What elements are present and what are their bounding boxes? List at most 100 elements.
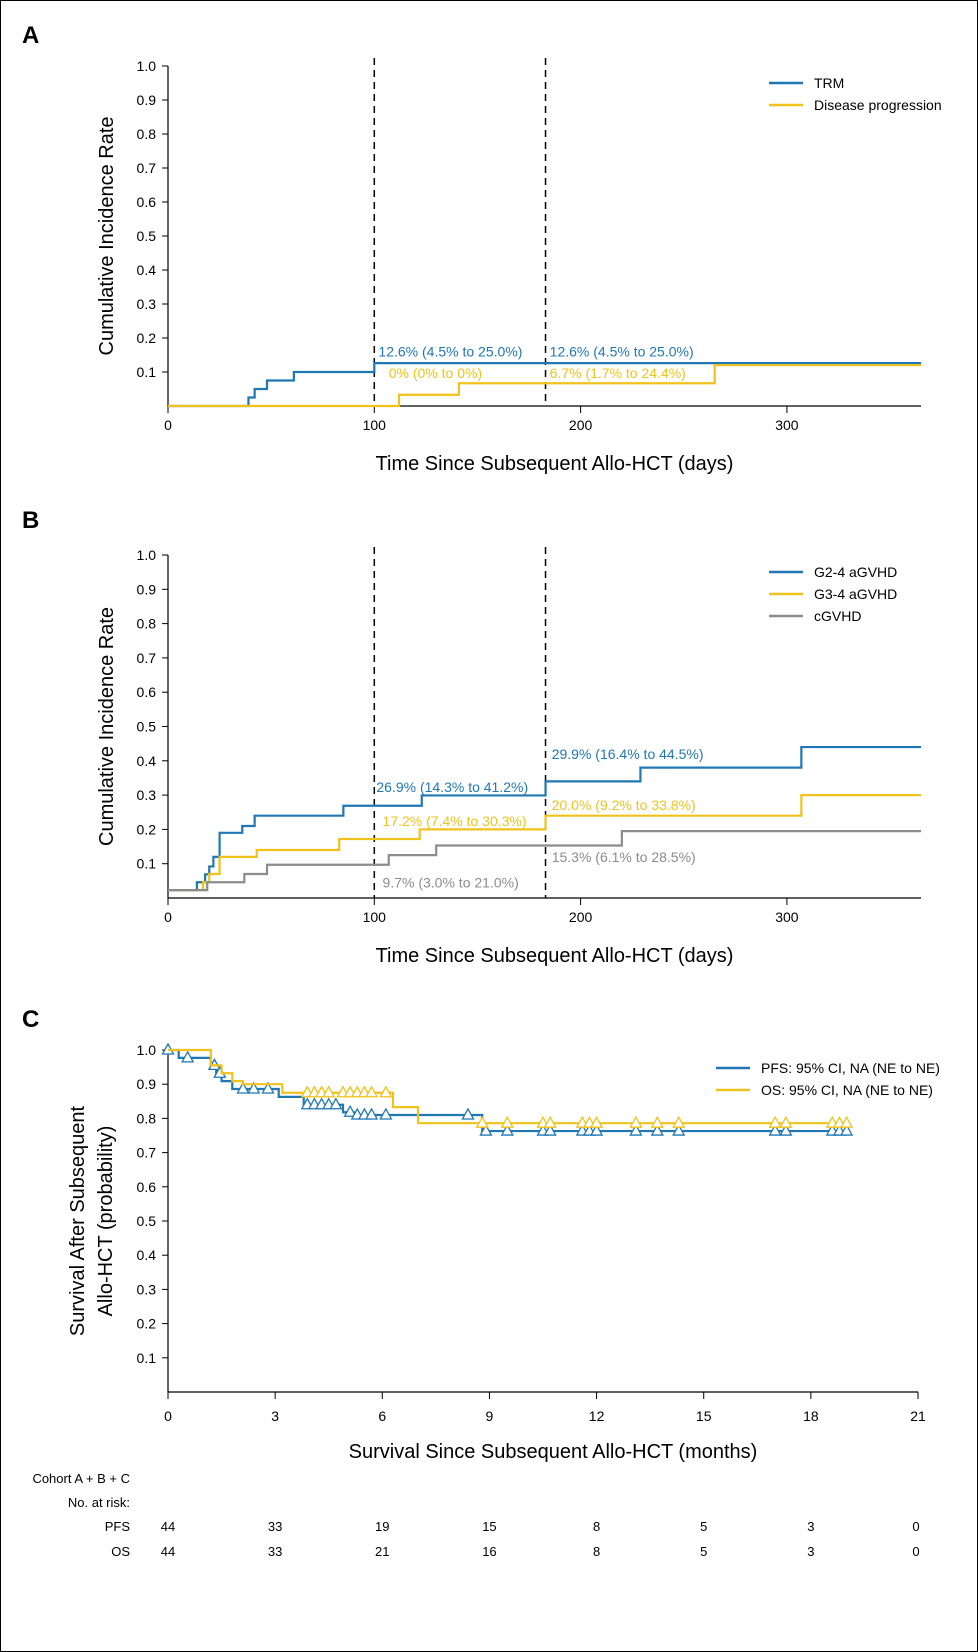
censor-marker bbox=[236, 1081, 250, 1094]
x-axis-title: Time Since Subsequent Allo-HCT (days) bbox=[376, 453, 734, 475]
panel-letter: C bbox=[22, 1006, 39, 1033]
x-tick-label: 300 bbox=[775, 417, 799, 433]
x-tick-label: 300 bbox=[775, 909, 799, 925]
censor-marker bbox=[589, 1123, 604, 1136]
series-line-3 bbox=[168, 830, 921, 892]
censor-marker bbox=[543, 1115, 557, 1128]
censor-marker bbox=[629, 1123, 643, 1136]
risk-value: 33 bbox=[268, 1519, 282, 1534]
data-annotation: 17.2% (7.4% to 30.3%) bbox=[383, 813, 527, 829]
censor-marker bbox=[461, 1107, 475, 1120]
y-tick-label: 0.8 bbox=[137, 616, 157, 632]
y-tick-label: 0.1 bbox=[137, 1350, 157, 1366]
y-tick-label: 0.4 bbox=[137, 1247, 157, 1263]
censor-marker bbox=[322, 1085, 336, 1098]
censor-marker bbox=[768, 1123, 782, 1136]
risk-value: 0 bbox=[912, 1544, 919, 1559]
legend-label: Disease progression bbox=[814, 97, 942, 113]
x-axis-title: Time Since Subsequent Allo-HCT (days) bbox=[376, 945, 734, 967]
y-axis-title: Cumulative Incidence Rate bbox=[96, 607, 118, 846]
x-tick-label: 100 bbox=[363, 417, 387, 433]
risk-value: 21 bbox=[375, 1544, 389, 1559]
data-annotation: 0% (0% to 0%) bbox=[389, 365, 482, 381]
censor-marker bbox=[379, 1085, 393, 1098]
censor-marker bbox=[364, 1107, 379, 1120]
series-line-2 bbox=[168, 794, 921, 892]
censor-marker bbox=[839, 1115, 854, 1128]
censor-marker bbox=[500, 1115, 514, 1128]
y-tick-label: 0.4 bbox=[137, 753, 157, 769]
series-line-2 bbox=[168, 364, 921, 408]
panel-c: C 0.1 0.2 0.3 0.4 0.5 0.6 0.7 0.8 0.9 1.0 0 3 6 9 12 15 1… bbox=[22, 1006, 940, 1559]
y-tick-label: 0.5 bbox=[137, 1213, 157, 1229]
x-tick-label: 3 bbox=[271, 1408, 279, 1424]
x-tick-label: 200 bbox=[569, 417, 593, 433]
y-tick-label: 0.4 bbox=[137, 262, 157, 278]
y-tick-label: 0.7 bbox=[137, 650, 157, 666]
censor-marker bbox=[479, 1123, 493, 1136]
censor-marker bbox=[181, 1050, 195, 1063]
x-tick-label: 6 bbox=[378, 1408, 386, 1424]
y-axis-title: Survival After Subsequent bbox=[67, 1105, 89, 1336]
y-tick-label: 0.5 bbox=[137, 228, 157, 244]
censor-marker bbox=[768, 1115, 782, 1128]
y-tick-label: 0.9 bbox=[137, 581, 157, 597]
y-tick-label: 0.1 bbox=[137, 364, 157, 380]
risk-value: 44 bbox=[161, 1519, 175, 1534]
x-tick-label: 21 bbox=[910, 1408, 926, 1424]
y-axis-title: Allo-HCT (probability) bbox=[95, 1126, 117, 1317]
y-tick-label: 0.8 bbox=[137, 1110, 157, 1126]
censor-marker bbox=[779, 1123, 793, 1136]
data-annotation: 12.6% (4.5% to 25.0%) bbox=[550, 343, 694, 359]
y-tick-label: 0.3 bbox=[137, 1281, 157, 1297]
risk-header: No. at risk: bbox=[68, 1495, 130, 1510]
x-axis-title: Survival Since Subsequent Allo-HCT (mont… bbox=[349, 1441, 758, 1463]
legend-label: G2-4 aGVHD bbox=[814, 564, 897, 580]
y-tick-label: 0.7 bbox=[137, 160, 157, 176]
risk-value: 33 bbox=[268, 1544, 282, 1559]
risk-value: 3 bbox=[807, 1544, 814, 1559]
y-tick-label: 0.7 bbox=[137, 1145, 157, 1161]
y-axis-title: Cumulative Incidence Rate bbox=[96, 116, 118, 355]
data-annotation: 9.7% (3.0% to 21.0%) bbox=[383, 875, 519, 891]
risk-value: 16 bbox=[482, 1544, 496, 1559]
censor-marker bbox=[672, 1115, 686, 1128]
censor-marker bbox=[343, 1104, 357, 1117]
risk-value: 15 bbox=[482, 1519, 496, 1534]
risk-value: 19 bbox=[375, 1519, 389, 1534]
legend-label: OS: 95% CI, NA (NE to NE) bbox=[761, 1082, 933, 1098]
censor-marker bbox=[379, 1107, 393, 1120]
series-line-1 bbox=[168, 745, 921, 892]
risk-value: 8 bbox=[593, 1544, 600, 1559]
x-tick-label: 15 bbox=[696, 1408, 712, 1424]
x-tick-label: 12 bbox=[589, 1408, 605, 1424]
censor-marker bbox=[329, 1097, 343, 1110]
y-tick-label: 0.6 bbox=[137, 1179, 157, 1195]
y-tick-label: 0.3 bbox=[137, 787, 157, 803]
x-tick-label: 200 bbox=[569, 909, 593, 925]
censor-marker bbox=[543, 1123, 557, 1136]
censor-marker bbox=[650, 1115, 664, 1128]
data-annotation: 15.3% (6.1% to 28.5%) bbox=[552, 849, 696, 865]
censor-marker bbox=[364, 1085, 379, 1098]
y-tick-label: 0.9 bbox=[137, 1076, 157, 1092]
y-tick-label: 1.0 bbox=[137, 58, 157, 74]
censor-marker bbox=[779, 1115, 793, 1128]
risk-value: 8 bbox=[593, 1519, 600, 1534]
series-line-2 bbox=[168, 1048, 847, 1125]
risk-value: 3 bbox=[807, 1519, 814, 1534]
panel-b: B 0.1 0.2 0.3 0.4 0.5 0.6 0.7 0.8 0.9 1.0 0 100 200 30… bbox=[22, 507, 921, 967]
y-tick-label: 0.6 bbox=[137, 194, 157, 210]
y-tick-label: 0.6 bbox=[137, 684, 157, 700]
censor-marker bbox=[839, 1123, 854, 1136]
y-tick-label: 0.9 bbox=[137, 92, 157, 108]
panel-letter: A bbox=[22, 22, 39, 49]
censor-marker bbox=[589, 1115, 604, 1128]
censor-marker bbox=[672, 1123, 686, 1136]
y-tick-label: 0.2 bbox=[137, 821, 157, 837]
y-tick-label: 0.1 bbox=[137, 856, 157, 872]
x-tick-label: 18 bbox=[803, 1408, 819, 1424]
y-tick-label: 0.5 bbox=[137, 719, 157, 735]
risk-row-label: OS bbox=[111, 1544, 130, 1559]
